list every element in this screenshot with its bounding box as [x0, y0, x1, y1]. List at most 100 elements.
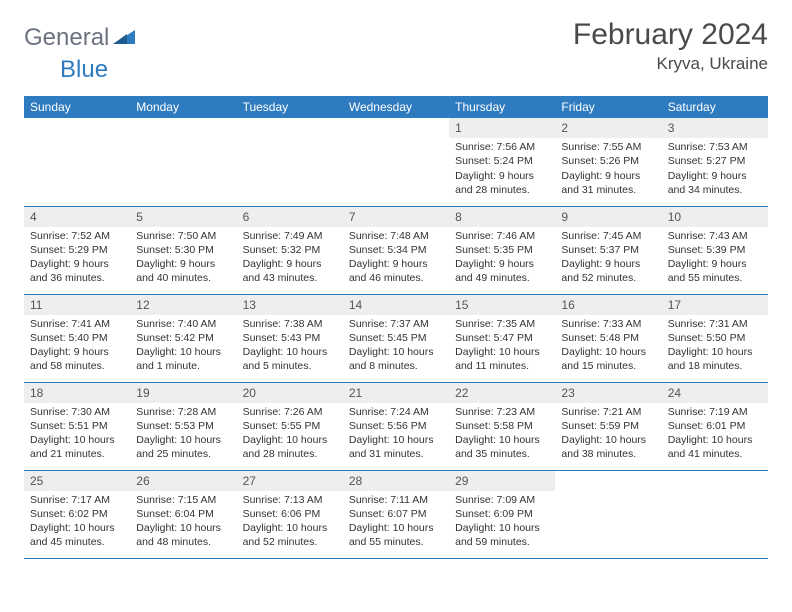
day-details: Sunrise: 7:09 AMSunset: 6:09 PMDaylight:…: [449, 491, 555, 554]
calendar-week-row: 1Sunrise: 7:56 AMSunset: 5:24 PMDaylight…: [24, 118, 768, 206]
calendar-day-cell: 19Sunrise: 7:28 AMSunset: 5:53 PMDayligh…: [130, 382, 236, 470]
sunrise-text: Sunrise: 7:46 AM: [455, 229, 549, 243]
brand-name-a: General: [24, 24, 109, 52]
day-details: Sunrise: 7:11 AMSunset: 6:07 PMDaylight:…: [343, 491, 449, 554]
daylight-text: Daylight: 10 hours and 35 minutes.: [455, 433, 549, 461]
daylight-text: Daylight: 10 hours and 59 minutes.: [455, 521, 549, 549]
weekday-header: Monday: [130, 96, 236, 118]
daylight-text: Daylight: 10 hours and 38 minutes.: [561, 433, 655, 461]
sunset-text: Sunset: 6:04 PM: [136, 507, 230, 521]
daylight-text: Daylight: 9 hours and 31 minutes.: [561, 169, 655, 197]
sunset-text: Sunset: 5:55 PM: [243, 419, 337, 433]
day-details: Sunrise: 7:49 AMSunset: 5:32 PMDaylight:…: [237, 227, 343, 290]
sunset-text: Sunset: 5:39 PM: [668, 243, 762, 257]
calendar-day-cell: 22Sunrise: 7:23 AMSunset: 5:58 PMDayligh…: [449, 382, 555, 470]
day-details: Sunrise: 7:31 AMSunset: 5:50 PMDaylight:…: [662, 315, 768, 378]
sunrise-text: Sunrise: 7:11 AM: [349, 493, 443, 507]
sunrise-text: Sunrise: 7:49 AM: [243, 229, 337, 243]
day-number: 19: [130, 383, 236, 403]
calendar-day-cell: 25Sunrise: 7:17 AMSunset: 6:02 PMDayligh…: [24, 470, 130, 558]
daylight-text: Daylight: 9 hours and 34 minutes.: [668, 169, 762, 197]
sunrise-text: Sunrise: 7:17 AM: [30, 493, 124, 507]
calendar-day-cell: 3Sunrise: 7:53 AMSunset: 5:27 PMDaylight…: [662, 118, 768, 206]
daylight-text: Daylight: 10 hours and 31 minutes.: [349, 433, 443, 461]
day-details: Sunrise: 7:43 AMSunset: 5:39 PMDaylight:…: [662, 227, 768, 290]
sunset-text: Sunset: 5:45 PM: [349, 331, 443, 345]
sunrise-text: Sunrise: 7:45 AM: [561, 229, 655, 243]
calendar-day-cell: 4Sunrise: 7:52 AMSunset: 5:29 PMDaylight…: [24, 206, 130, 294]
day-details: Sunrise: 7:55 AMSunset: 5:26 PMDaylight:…: [555, 138, 661, 201]
calendar-day-cell: 24Sunrise: 7:19 AMSunset: 6:01 PMDayligh…: [662, 382, 768, 470]
sunrise-text: Sunrise: 7:26 AM: [243, 405, 337, 419]
day-number: 23: [555, 383, 661, 403]
daylight-text: Daylight: 9 hours and 43 minutes.: [243, 257, 337, 285]
sunset-text: Sunset: 6:06 PM: [243, 507, 337, 521]
calendar-day-cell: 20Sunrise: 7:26 AMSunset: 5:55 PMDayligh…: [237, 382, 343, 470]
sunset-text: Sunset: 6:02 PM: [30, 507, 124, 521]
calendar-day-cell: 14Sunrise: 7:37 AMSunset: 5:45 PMDayligh…: [343, 294, 449, 382]
calendar-day-cell: 9Sunrise: 7:45 AMSunset: 5:37 PMDaylight…: [555, 206, 661, 294]
sunrise-text: Sunrise: 7:53 AM: [668, 140, 762, 154]
day-number: 12: [130, 295, 236, 315]
calendar-day-cell: 28Sunrise: 7:11 AMSunset: 6:07 PMDayligh…: [343, 470, 449, 558]
daylight-text: Daylight: 10 hours and 5 minutes.: [243, 345, 337, 373]
sunset-text: Sunset: 5:59 PM: [561, 419, 655, 433]
sunrise-text: Sunrise: 7:15 AM: [136, 493, 230, 507]
day-number: 7: [343, 207, 449, 227]
day-details: Sunrise: 7:53 AMSunset: 5:27 PMDaylight:…: [662, 138, 768, 201]
day-number: 18: [24, 383, 130, 403]
calendar-day-cell: [130, 118, 236, 206]
daylight-text: Daylight: 10 hours and 8 minutes.: [349, 345, 443, 373]
daylight-text: Daylight: 10 hours and 1 minute.: [136, 345, 230, 373]
day-details: Sunrise: 7:38 AMSunset: 5:43 PMDaylight:…: [237, 315, 343, 378]
day-details: Sunrise: 7:46 AMSunset: 5:35 PMDaylight:…: [449, 227, 555, 290]
day-details: Sunrise: 7:50 AMSunset: 5:30 PMDaylight:…: [130, 227, 236, 290]
day-number: 29: [449, 471, 555, 491]
daylight-text: Daylight: 9 hours and 28 minutes.: [455, 169, 549, 197]
calendar-day-cell: 27Sunrise: 7:13 AMSunset: 6:06 PMDayligh…: [237, 470, 343, 558]
sunset-text: Sunset: 6:01 PM: [668, 419, 762, 433]
sunrise-text: Sunrise: 7:30 AM: [30, 405, 124, 419]
sunset-text: Sunset: 5:30 PM: [136, 243, 230, 257]
sunset-text: Sunset: 6:07 PM: [349, 507, 443, 521]
calendar-day-cell: [662, 470, 768, 558]
calendar-day-cell: 12Sunrise: 7:40 AMSunset: 5:42 PMDayligh…: [130, 294, 236, 382]
sunset-text: Sunset: 6:09 PM: [455, 507, 549, 521]
sunrise-text: Sunrise: 7:33 AM: [561, 317, 655, 331]
daylight-text: Daylight: 10 hours and 11 minutes.: [455, 345, 549, 373]
day-number: 3: [662, 118, 768, 138]
sunrise-text: Sunrise: 7:43 AM: [668, 229, 762, 243]
weekday-header: Sunday: [24, 96, 130, 118]
calendar-day-cell: 15Sunrise: 7:35 AMSunset: 5:47 PMDayligh…: [449, 294, 555, 382]
sunset-text: Sunset: 5:34 PM: [349, 243, 443, 257]
brand-logo: General: [24, 24, 137, 52]
daylight-text: Daylight: 10 hours and 28 minutes.: [243, 433, 337, 461]
day-number: 10: [662, 207, 768, 227]
sunset-text: Sunset: 5:24 PM: [455, 154, 549, 168]
day-details: Sunrise: 7:35 AMSunset: 5:47 PMDaylight:…: [449, 315, 555, 378]
sunrise-text: Sunrise: 7:19 AM: [668, 405, 762, 419]
sunset-text: Sunset: 5:29 PM: [30, 243, 124, 257]
sunset-text: Sunset: 5:35 PM: [455, 243, 549, 257]
sunrise-text: Sunrise: 7:55 AM: [561, 140, 655, 154]
sunrise-text: Sunrise: 7:52 AM: [30, 229, 124, 243]
daylight-text: Daylight: 10 hours and 15 minutes.: [561, 345, 655, 373]
logo-triangle-icon: [113, 28, 135, 49]
calendar-day-cell: 11Sunrise: 7:41 AMSunset: 5:40 PMDayligh…: [24, 294, 130, 382]
day-details: Sunrise: 7:26 AMSunset: 5:55 PMDaylight:…: [237, 403, 343, 466]
calendar-day-cell: 21Sunrise: 7:24 AMSunset: 5:56 PMDayligh…: [343, 382, 449, 470]
day-details: Sunrise: 7:40 AMSunset: 5:42 PMDaylight:…: [130, 315, 236, 378]
calendar-week-row: 11Sunrise: 7:41 AMSunset: 5:40 PMDayligh…: [24, 294, 768, 382]
sunset-text: Sunset: 5:58 PM: [455, 419, 549, 433]
sunset-text: Sunset: 5:43 PM: [243, 331, 337, 345]
daylight-text: Daylight: 10 hours and 18 minutes.: [668, 345, 762, 373]
calendar-week-row: 25Sunrise: 7:17 AMSunset: 6:02 PMDayligh…: [24, 470, 768, 558]
weekday-header: Saturday: [662, 96, 768, 118]
calendar-day-cell: [237, 118, 343, 206]
sunrise-text: Sunrise: 7:37 AM: [349, 317, 443, 331]
calendar-day-cell: 16Sunrise: 7:33 AMSunset: 5:48 PMDayligh…: [555, 294, 661, 382]
day-details: Sunrise: 7:21 AMSunset: 5:59 PMDaylight:…: [555, 403, 661, 466]
daylight-text: Daylight: 9 hours and 58 minutes.: [30, 345, 124, 373]
sunset-text: Sunset: 5:37 PM: [561, 243, 655, 257]
day-details: Sunrise: 7:19 AMSunset: 6:01 PMDaylight:…: [662, 403, 768, 466]
